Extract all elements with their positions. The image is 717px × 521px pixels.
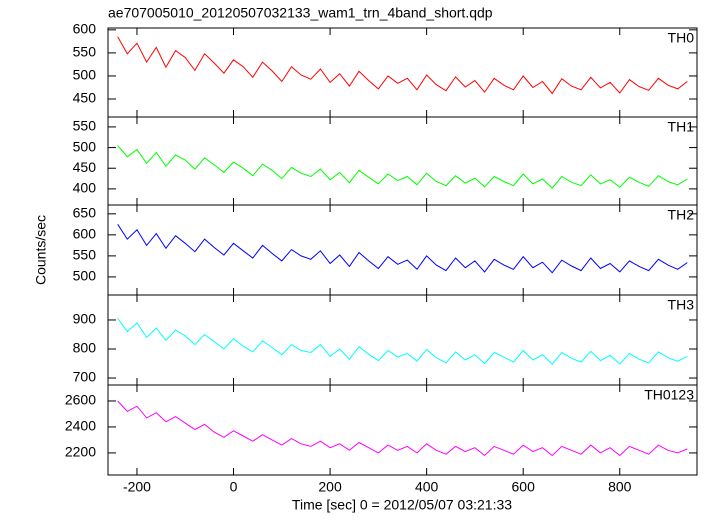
light-curve	[117, 145, 688, 189]
y-tick-label: 600	[73, 226, 97, 242]
panel-label: TH0123	[644, 387, 694, 403]
y-tick-label: 2600	[65, 392, 96, 408]
panel-frame	[107, 384, 698, 476]
x-tick-label: 800	[608, 479, 632, 495]
x-tick-label: 0	[230, 479, 238, 495]
chart-title: ae707005010_20120507032133_wam1_trn_4ban…	[108, 5, 493, 21]
y-tick-label: 500	[73, 268, 97, 284]
light-curve	[117, 224, 688, 274]
panel-label: TH3	[668, 297, 695, 313]
y-tick-label: 900	[73, 311, 97, 327]
x-axis-label: Time [sec] 0 = 2012/05/07 03:21:33	[292, 497, 512, 513]
y-tick-label: 2200	[65, 444, 96, 460]
panel-frame	[107, 294, 698, 386]
y-tick-label: 450	[73, 90, 97, 106]
y-tick-label: 500	[73, 138, 97, 154]
light-curve	[117, 36, 688, 95]
light-curve	[117, 318, 688, 365]
y-tick-label: 550	[73, 44, 97, 60]
y-tick-label: 450	[73, 159, 97, 175]
panel-label: TH2	[668, 207, 695, 223]
y-tick-label: 650	[73, 205, 97, 221]
x-tick-label: -200	[123, 479, 151, 495]
y-tick-label: 600	[73, 21, 97, 37]
y-tick-label: 700	[73, 369, 97, 385]
panel-frame	[107, 116, 698, 206]
panel-label: TH0	[668, 30, 695, 46]
y-tick-label: 2400	[65, 418, 96, 434]
y-tick-label: 800	[73, 340, 97, 356]
x-tick-label: 200	[318, 479, 342, 495]
y-tick-label: 400	[73, 180, 97, 196]
x-tick-label: 400	[415, 479, 439, 495]
y-tick-label: 550	[73, 247, 97, 263]
panel-frame	[107, 27, 698, 118]
y-axis-label: Counts/sec	[33, 215, 49, 285]
y-tick-label: 550	[73, 118, 97, 134]
panel-label: TH1	[668, 119, 695, 135]
x-tick-label: 600	[512, 479, 536, 495]
y-tick-label: 500	[73, 67, 97, 83]
light-curve	[117, 400, 688, 457]
